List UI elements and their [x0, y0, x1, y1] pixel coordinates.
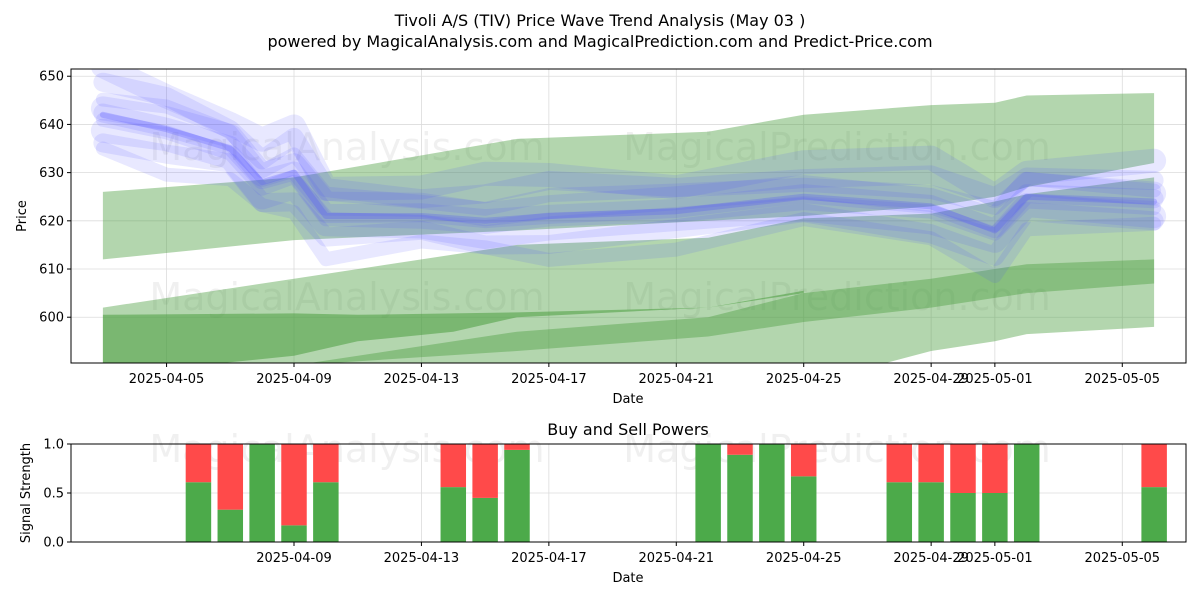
sell-bar-5: [440, 444, 467, 488]
signal-y-tick-0: 0.0: [43, 536, 64, 551]
signal-x-tick-1: 2025-04-13: [384, 551, 460, 566]
price-plot-frame: [70, 68, 1187, 364]
buy-bar-14: [950, 493, 976, 542]
price-x-tick-1: 2025-04-09: [256, 372, 332, 387]
sell-bar-12: [886, 444, 913, 483]
prediction-band-2: [309, 259, 1155, 363]
signal-y-tick-2: 1.0: [43, 438, 64, 453]
sell-bar-7: [504, 444, 530, 450]
sell-bar-4: [313, 444, 339, 483]
price-lower-watermark-1: MagicalPrediction.com: [623, 275, 1051, 319]
price-wave-0: [95, 141, 1162, 283]
signal-x-tick-2: 2025-04-17: [511, 551, 587, 566]
price-wave-2: [90, 118, 1167, 253]
buy-bar-2: [249, 444, 275, 542]
signal-x-tick-7: 2025-05-05: [1085, 551, 1161, 566]
price-y-tick-2: 620: [39, 214, 64, 229]
price-x-tick-4: 2025-04-21: [639, 372, 715, 387]
price-wave-8: [91, 69, 1167, 208]
buy-bar-5: [440, 487, 467, 542]
price-watermark-1: MagicalPrediction.com: [623, 125, 1051, 169]
price-x-tick-2: 2025-04-13: [384, 372, 460, 387]
buy-bar-17: [1141, 487, 1167, 542]
price-y-tick-5: 650: [39, 70, 64, 85]
price-wave-5: [90, 96, 1167, 232]
signal-y-ticks: 0.0 0.5 1.0: [43, 438, 71, 551]
price-wave-4: [93, 103, 1164, 239]
price-x-ticks: 2025-04-05 2025-04-09 2025-04-13 2025-04-17…: [129, 363, 1160, 387]
price-waves: [90, 69, 1167, 283]
buy-bar-10: [759, 444, 785, 542]
sell-bar-9: [727, 444, 753, 455]
price-panel: MagicalAnalysis.com MagicalPrediction.com…: [15, 68, 1187, 407]
price-y-tick-0: 600: [39, 311, 64, 326]
signal-x-ticks: 2025-04-09 2025-04-13 2025-04-17 2025-04-21…: [256, 542, 1160, 566]
signal-panel: Buy and Sell Powers MagicalAnalysis.com M…: [19, 420, 1187, 586]
chart-title-line1: Tivoli A/S (TIV) Price Wave Trend Analys…: [394, 11, 806, 30]
buy-bar-1: [217, 509, 244, 542]
chart-title-line2: powered by MagicalAnalysis.com and Magic…: [267, 32, 932, 51]
sell-bar-11: [790, 444, 817, 477]
signal-x-tick-0: 2025-04-09: [256, 551, 332, 566]
buy-bar-13: [918, 482, 944, 542]
buy-bar-12: [886, 482, 913, 542]
prediction-bands: [102, 93, 1155, 363]
price-wave-6: [95, 92, 1162, 216]
prediction-band-0: [102, 93, 1155, 260]
price-watermark-0: MagicalAnalysis.com: [149, 125, 544, 169]
price-x-tick-0: 2025-04-05: [129, 372, 205, 387]
price-y-tick-3: 630: [39, 166, 64, 181]
price-wave-3: [95, 112, 1162, 241]
signal-title: Buy and Sell Powers: [547, 420, 709, 439]
buy-bar-4: [313, 482, 339, 542]
signal-bars: [185, 444, 1167, 542]
signal-x-tick-3: 2025-04-21: [639, 551, 715, 566]
price-y-axis-label: Price: [15, 200, 30, 232]
price-x-tick-7: 2025-05-01: [957, 372, 1033, 387]
price-x-tick-8: 2025-05-05: [1085, 372, 1161, 387]
buy-bar-8: [695, 444, 721, 542]
buy-bar-6: [472, 497, 498, 542]
sell-bar-0: [185, 444, 212, 483]
signal-x-axis-label: Date: [612, 571, 643, 586]
price-grid: [71, 69, 1186, 363]
signal-y-axis-label: Signal Strength: [19, 443, 34, 543]
signal-x-tick-5: 2025-04-29: [893, 551, 969, 566]
buy-bar-15: [982, 493, 1008, 542]
signal-x-tick-4: 2025-04-25: [766, 551, 842, 566]
sell-bar-15: [982, 444, 1008, 493]
price-wave-1: [93, 133, 1164, 266]
price-x-tick-6: 2025-04-29: [893, 372, 969, 387]
sell-bar-14: [950, 444, 976, 493]
sell-bar-1: [217, 444, 244, 510]
price-y-tick-4: 640: [39, 118, 64, 133]
price-y-tick-1: 610: [39, 263, 64, 278]
signal-x-tick-6: 2025-05-01: [957, 551, 1033, 566]
signal-y-tick-1: 0.5: [43, 487, 64, 502]
sell-bar-17: [1141, 444, 1167, 488]
prediction-band-3: [102, 290, 804, 363]
sell-bar-6: [472, 444, 498, 498]
price-wave-center: [99, 111, 1158, 234]
buy-bar-3: [281, 525, 307, 542]
sell-bar-13: [918, 444, 944, 483]
sell-bar-3: [281, 444, 307, 526]
price-watermarks: MagicalAnalysis.com MagicalPrediction.com…: [149, 125, 1050, 319]
price-lower-watermark-0: MagicalAnalysis.com: [149, 275, 544, 319]
buy-bar-9: [727, 454, 753, 542]
price-x-tick-3: 2025-04-17: [511, 372, 587, 387]
buy-bar-16: [1013, 444, 1040, 542]
price-y-ticks: 600 610 620 630 640 650: [39, 70, 71, 326]
buy-bar-11: [790, 476, 817, 542]
buy-bar-0: [185, 482, 212, 542]
price-wave-7: [93, 72, 1164, 209]
price-x-axis-label: Date: [612, 392, 643, 407]
buy-bar-7: [504, 449, 530, 542]
signal-watermark-1: MagicalPrediction.com: [623, 427, 1051, 471]
price-x-tick-5: 2025-04-25: [766, 372, 842, 387]
